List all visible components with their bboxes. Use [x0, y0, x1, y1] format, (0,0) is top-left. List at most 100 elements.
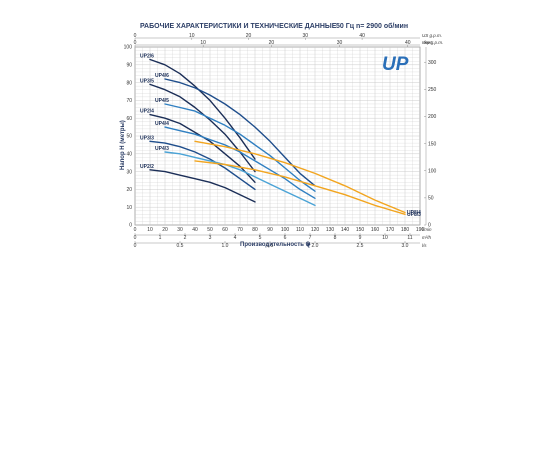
series-label: UP2/2	[140, 164, 154, 170]
feet-axis-tick-label: 150	[428, 141, 437, 147]
series-label: UP3/3	[140, 135, 154, 141]
series-label: UP4/4	[155, 121, 169, 127]
x-tick-label: 180	[401, 227, 410, 233]
x-tick-label: 50	[207, 227, 213, 233]
x-tick-label: 80	[252, 227, 258, 233]
feet-axis-unit: feet	[424, 40, 432, 45]
y-tick-label: 60	[126, 116, 132, 122]
imp-gpm-axis-tick-label: 40	[405, 40, 411, 46]
feet-axis-tick-label: 100	[428, 168, 437, 174]
series-line	[194, 140, 406, 214]
feet-axis-tick-label: 0	[428, 223, 431, 229]
m3h-axis-tick-label: 7	[309, 235, 312, 241]
ls-axis-tick-label: 3.0	[402, 243, 409, 249]
series-line	[194, 160, 406, 216]
ls-axis-tick-label: 1.5	[267, 243, 274, 249]
series-label: UP4/6	[155, 73, 169, 79]
chart-header-frequency: 50 Гц	[336, 23, 355, 30]
x-tick-label: 140	[341, 227, 350, 233]
x-tick-label: 120	[311, 227, 320, 233]
x-tick-label: 30	[177, 227, 183, 233]
ls-axis-tick-label: 2.0	[312, 243, 319, 249]
x-tick-label: 60	[222, 227, 228, 233]
us-gpm-axis-tick-label: 20	[246, 33, 252, 39]
x-tick-label: 70	[237, 227, 243, 233]
y-tick-label: 70	[126, 98, 132, 104]
us-gpm-axis-tick-label: 10	[189, 33, 195, 39]
series-line	[164, 103, 316, 192]
imp-gpm-axis-unit: Imp g.p.m.	[422, 40, 443, 45]
series-label: UP2/6	[140, 53, 154, 59]
series-label: UP4/3	[155, 146, 169, 152]
ls-axis-tick-label: 0.5	[177, 243, 184, 249]
imp-gpm-axis-tick-label: 30	[337, 40, 343, 46]
m3h-axis-tick-label: 8	[334, 235, 337, 241]
imp-gpm-axis-tick-label: 20	[269, 40, 275, 46]
chart-header-title: РАБОЧИЕ ХАРАКТЕРИСТИКИ И ТЕХНИЧЕСКИЕ ДАН…	[140, 23, 337, 30]
y-tick-label: 10	[126, 205, 132, 211]
series-line	[149, 140, 256, 191]
series-line	[149, 58, 256, 160]
ls-axis-tick-label: 2.5	[357, 243, 364, 249]
series-line	[164, 78, 316, 187]
x-axis-arrow-icon: ►	[306, 242, 312, 248]
chart-header-speed: n= 2900 об/мин	[356, 22, 408, 30]
us-gpm-axis-tick-label: 30	[303, 33, 309, 39]
x-tick-label: 170	[386, 227, 395, 233]
series-line	[164, 126, 316, 200]
feet-axis-tick-label: 300	[428, 60, 437, 66]
y-tick-label: 30	[126, 169, 132, 175]
y-tick-label: 0	[129, 223, 132, 229]
x-tick-label: 110	[296, 227, 304, 233]
x-tick-label: 10	[147, 227, 153, 233]
imp-gpm-axis-tick-label: 10	[200, 40, 206, 46]
imp-gpm-axis-tick-label: 0	[134, 40, 137, 46]
series-label: UP4/5	[155, 98, 169, 104]
m3h-axis-tick-label: 0	[134, 235, 137, 241]
x-tick-label: 190	[416, 227, 425, 233]
us-gpm-axis-tick-label: 0	[134, 33, 137, 39]
x-tick-label: 0	[134, 227, 137, 233]
m3h-axis-tick-label: 5	[259, 235, 262, 241]
m3h-axis-tick-label: 3	[209, 235, 212, 241]
up-logo: UP	[382, 54, 409, 75]
x-tick-label: 100	[281, 227, 290, 233]
y-tick-label: 50	[126, 134, 132, 140]
y-tick-label: 20	[126, 187, 132, 193]
x-axis-label: Производительность Q	[240, 242, 311, 248]
ls-axis-unit: l/s	[422, 243, 427, 248]
series-label: UP8/4	[407, 210, 421, 216]
x-tick-label: 20	[162, 227, 168, 233]
us-gpm-axis-tick-label: 40	[359, 33, 365, 39]
feet-axis-tick-label: 250	[428, 87, 437, 93]
y-tick-label: 90	[126, 63, 132, 69]
x-tick-label: 160	[371, 227, 380, 233]
m3h-axis-unit: m³/h	[422, 235, 431, 240]
x-tick-label: 90	[267, 227, 273, 233]
y-axis-label: Напор H (метры)	[120, 120, 126, 170]
y-tick-label: 80	[126, 80, 132, 86]
feet-axis-tick-label: 50	[428, 196, 434, 202]
m3h-axis-tick-label: 1	[159, 235, 162, 241]
grid	[134, 46, 421, 226]
x-tick-label: 40	[192, 227, 198, 233]
m3h-axis-tick-label: 4	[234, 235, 237, 241]
x-tick-label: 150	[356, 227, 365, 233]
ls-axis-tick-label: 1.0	[222, 243, 229, 249]
x-tick-label: 130	[326, 227, 335, 233]
m3h-axis-tick-label: 10	[382, 235, 388, 241]
feet-axis-tick-label: 200	[428, 114, 437, 120]
m3h-axis-tick-label: 11	[407, 235, 412, 241]
y-tick-label: 100	[124, 45, 133, 51]
series-label: UP2/4	[140, 109, 154, 115]
m3h-axis-tick-label: 2	[184, 235, 187, 241]
series-label: UP8/3	[407, 212, 421, 218]
series-label: UP3/5	[140, 78, 154, 84]
series-line	[149, 169, 256, 203]
ls-axis-tick-label: 0	[134, 243, 137, 249]
m3h-axis-tick-label: 9	[359, 235, 362, 241]
us-gpm-axis-unit: US g.p.m.	[422, 33, 442, 38]
